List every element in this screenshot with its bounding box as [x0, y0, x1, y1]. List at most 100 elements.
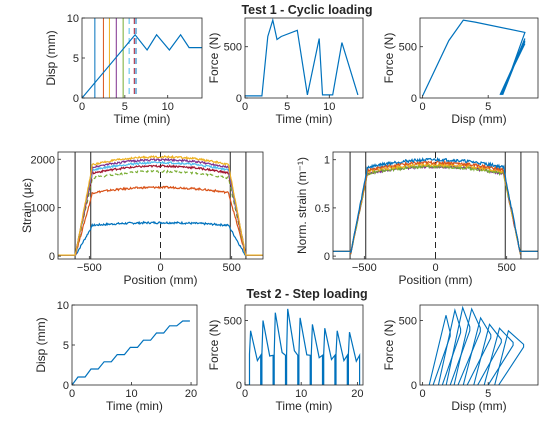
x-tick-label: −500 — [352, 262, 377, 274]
data-series — [333, 163, 538, 255]
axes-frame — [244, 304, 364, 386]
chart-t1_strain: −500 0 500 0 1000 2000 Position (mm) Strain (με… — [20, 151, 264, 287]
x-tick-label: 0 — [432, 262, 438, 274]
x-tick-label: 5 — [284, 101, 290, 113]
y-tick-label: 5 — [63, 340, 69, 352]
y-tick-label: 0 — [63, 380, 69, 392]
data-series — [58, 164, 263, 256]
loop-series — [462, 316, 492, 385]
x-tick-label: 0 — [420, 101, 426, 113]
y-axis-label: Norm. strain (m⁻¹) — [295, 157, 309, 254]
x-tick-label: 500 — [498, 262, 516, 274]
test2-title: Test 2 - Step loading — [246, 287, 367, 301]
axes-frame — [71, 304, 198, 386]
x-tick-label: 10 — [295, 388, 307, 400]
y-tick-label: 0 — [236, 93, 242, 105]
x-tick-label: 10 — [162, 101, 174, 113]
plot-area — [422, 19, 526, 97]
y-tick-label: 10 — [57, 300, 69, 312]
x-tick-label: 0 — [242, 388, 248, 400]
y-axis-label: Force (N) — [382, 320, 396, 371]
data-series — [72, 320, 190, 385]
x-axis-label: Position (mm) — [123, 273, 197, 287]
x-tick-label: 0 — [242, 101, 248, 113]
y-axis-label: Disp (mm) — [34, 317, 48, 372]
x-tick-label: 500 — [223, 262, 241, 274]
x-tick-label: 5 — [485, 388, 491, 400]
y-tick-label: 500 — [224, 42, 242, 54]
x-tick-label: 0 — [69, 388, 75, 400]
data-series — [422, 19, 526, 97]
chart-t1_force_time: 0 5 10 0 500 Time (min) Force (N) — [207, 17, 364, 126]
y-tick-label: 10 — [67, 13, 79, 25]
loop-series — [494, 329, 525, 385]
loop-series — [445, 305, 471, 385]
plot-area — [58, 152, 263, 259]
y-tick-label: 0 — [236, 380, 242, 392]
y-tick-label: 0 — [49, 251, 55, 263]
axes-frame — [419, 17, 539, 99]
y-tick-label: 0 — [411, 93, 417, 105]
y-tick-label: 0 — [411, 380, 417, 392]
plot-area — [72, 320, 190, 385]
y-tick-label: 2000 — [31, 154, 55, 166]
data-series — [245, 18, 359, 97]
chart-t1_force_disp: 0 5 0 500 Disp (mm) Force (N) — [382, 17, 539, 126]
x-tick-label: 20 — [185, 388, 197, 400]
x-axis-label: Time (min) — [106, 399, 163, 413]
plot-area — [245, 308, 361, 385]
y-axis-label: Force (N) — [382, 33, 396, 84]
y-tick-label: 500 — [399, 42, 417, 54]
y-tick-label: 5 — [73, 53, 79, 65]
x-tick-label: 10 — [323, 101, 335, 113]
data-series — [333, 156, 538, 254]
axes-frame — [81, 17, 203, 99]
x-axis-label: Disp (mm) — [451, 399, 506, 413]
y-axis-label: Disp (mm) — [44, 30, 58, 85]
data-series — [58, 185, 263, 256]
x-axis-label: Disp (mm) — [451, 112, 506, 126]
plot-area — [428, 305, 525, 385]
plot-area — [82, 18, 202, 98]
chart-t2_force_time: 0 10 20 0 500 Time (min) Force (N) — [207, 304, 364, 413]
data-series — [245, 308, 361, 385]
y-tick-label: 0 — [73, 93, 79, 105]
x-tick-label: 20 — [351, 388, 363, 400]
data-series — [58, 220, 263, 256]
x-tick-label: −500 — [77, 262, 102, 274]
plot-area — [333, 152, 538, 259]
x-axis-label: Time (min) — [114, 112, 171, 126]
axes-frame — [419, 304, 539, 386]
y-tick-label: 0 — [324, 251, 330, 263]
y-axis-label: Strain (με) — [20, 178, 34, 233]
loop-series — [483, 327, 514, 385]
x-tick-label: 0 — [420, 388, 426, 400]
y-tick-label: 500 — [399, 315, 417, 327]
loop-series — [473, 323, 502, 385]
x-tick-label: 5 — [485, 101, 491, 113]
plot-area — [245, 18, 359, 97]
data-series — [58, 154, 263, 256]
loop-series — [428, 315, 451, 385]
chart-t1_norm_strain: −500 0 500 0 0.5 1 Position (mm) Norm. strain (… — [295, 151, 539, 287]
y-tick-label: 0.5 — [315, 203, 330, 215]
x-tick-label: 10 — [125, 388, 137, 400]
x-axis-label: Position (mm) — [398, 273, 472, 287]
chart-t2_force_disp: 0 5 0 500 Disp (mm) Force (N) — [382, 304, 539, 413]
loop-series — [437, 308, 462, 385]
y-axis-label: Force (N) — [207, 320, 221, 371]
y-tick-label: 500 — [224, 315, 242, 327]
y-axis-label: Force (N) — [207, 33, 221, 84]
x-tick-label: 5 — [122, 101, 128, 113]
x-axis-label: Time (min) — [276, 399, 333, 413]
axes-frame — [244, 17, 364, 99]
y-tick-label: 1000 — [31, 203, 55, 215]
data-series — [82, 33, 202, 98]
x-tick-label: 0 — [79, 101, 85, 113]
test1-title: Test 1 - Cyclic loading — [241, 3, 372, 17]
x-axis-label: Time (min) — [276, 112, 333, 126]
